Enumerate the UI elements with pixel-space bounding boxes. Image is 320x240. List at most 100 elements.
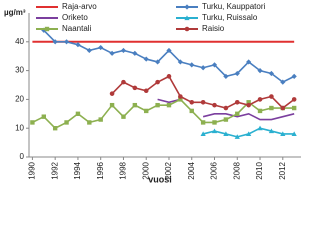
marker bbox=[63, 39, 70, 45]
marker bbox=[189, 62, 195, 68]
marker bbox=[132, 50, 138, 56]
marker bbox=[143, 56, 149, 62]
marker bbox=[86, 47, 92, 54]
legend-label: Naantali bbox=[62, 24, 92, 33]
x-tick-label: 1996 bbox=[96, 161, 105, 179]
marker bbox=[189, 108, 194, 114]
marker bbox=[268, 70, 275, 77]
marker bbox=[211, 62, 218, 68]
legend-marker bbox=[44, 26, 50, 32]
x-tick-label: 1990 bbox=[28, 161, 37, 179]
marker bbox=[52, 39, 58, 45]
marker bbox=[257, 125, 263, 131]
marker bbox=[109, 91, 115, 96]
legend-marker bbox=[184, 15, 190, 21]
marker bbox=[75, 42, 81, 48]
series-line bbox=[32, 98, 295, 130]
legend-marker bbox=[184, 26, 190, 32]
marker bbox=[280, 131, 286, 137]
marker bbox=[223, 131, 229, 137]
marker bbox=[246, 102, 251, 108]
marker bbox=[166, 74, 172, 79]
marker bbox=[211, 128, 218, 134]
y-axis-label: µg/m³ bbox=[4, 8, 26, 17]
legend-label: Oriketo bbox=[62, 13, 88, 22]
marker bbox=[75, 111, 81, 116]
marker bbox=[178, 97, 183, 102]
marker bbox=[200, 131, 206, 137]
x-tick-label: 2008 bbox=[232, 161, 241, 179]
marker bbox=[132, 85, 138, 91]
marker bbox=[144, 108, 149, 114]
marker bbox=[280, 105, 286, 111]
marker bbox=[223, 117, 229, 122]
y-tick-label: 40 bbox=[15, 37, 24, 46]
marker bbox=[200, 65, 206, 71]
marker bbox=[155, 79, 160, 85]
y-tick-label: 0 bbox=[20, 152, 25, 161]
marker bbox=[234, 99, 240, 105]
marker bbox=[155, 59, 161, 65]
y-tick-label: 30 bbox=[15, 66, 24, 75]
marker bbox=[235, 111, 240, 116]
marker bbox=[268, 128, 275, 134]
marker bbox=[246, 131, 252, 137]
marker bbox=[223, 73, 229, 79]
marker bbox=[166, 102, 172, 108]
legend-label: Raja-arvo bbox=[62, 2, 97, 11]
marker bbox=[52, 126, 58, 131]
marker bbox=[269, 105, 274, 111]
x-tick-label: 2002 bbox=[164, 161, 173, 179]
marker bbox=[121, 79, 126, 85]
marker bbox=[291, 131, 297, 137]
legend-label: Turku, Kauppatori bbox=[202, 2, 266, 11]
marker bbox=[212, 120, 217, 125]
marker bbox=[246, 100, 251, 105]
x-tick-label: 2000 bbox=[141, 161, 150, 179]
series-line bbox=[157, 98, 295, 121]
marker bbox=[280, 79, 286, 85]
marker bbox=[41, 114, 46, 119]
marker bbox=[200, 120, 206, 125]
marker bbox=[64, 120, 69, 125]
x-tick-label: 2006 bbox=[210, 161, 219, 179]
marker bbox=[291, 73, 297, 79]
marker bbox=[257, 68, 263, 74]
marker bbox=[189, 99, 195, 105]
marker bbox=[177, 59, 183, 65]
marker bbox=[132, 102, 138, 108]
y-tick-label: 20 bbox=[15, 95, 24, 104]
marker bbox=[234, 134, 240, 139]
marker bbox=[200, 99, 206, 105]
x-tick-label: 1998 bbox=[119, 161, 128, 179]
marker bbox=[291, 105, 297, 111]
marker bbox=[166, 47, 172, 54]
marker bbox=[269, 94, 274, 99]
marker bbox=[234, 70, 240, 77]
marker bbox=[291, 97, 297, 102]
marker bbox=[109, 50, 115, 56]
marker bbox=[121, 114, 126, 119]
marker bbox=[98, 117, 103, 122]
marker bbox=[246, 59, 252, 65]
marker bbox=[212, 102, 217, 108]
chart: µg/m³ vuosi 0 10 20 30 40 1990 1992 1994 1996 199… bbox=[4, 2, 301, 184]
x-tick-label: 2010 bbox=[255, 161, 264, 179]
marker bbox=[30, 120, 35, 125]
x-tick-label: 1992 bbox=[50, 161, 59, 179]
legend-label: Raisio bbox=[202, 24, 225, 33]
marker bbox=[120, 47, 127, 54]
marker bbox=[223, 105, 229, 111]
legend-label: Turku, Ruissalo bbox=[202, 13, 258, 22]
x-axis-label: vuosi bbox=[148, 174, 172, 184]
marker bbox=[143, 88, 149, 94]
marker bbox=[87, 120, 92, 125]
marker bbox=[109, 102, 115, 108]
x-tick-label: 2004 bbox=[187, 161, 196, 179]
y-tick-label: 10 bbox=[15, 123, 24, 132]
marker bbox=[257, 108, 263, 114]
marker bbox=[155, 102, 160, 108]
marker bbox=[178, 94, 183, 99]
marker bbox=[41, 27, 47, 33]
marker bbox=[98, 44, 104, 51]
